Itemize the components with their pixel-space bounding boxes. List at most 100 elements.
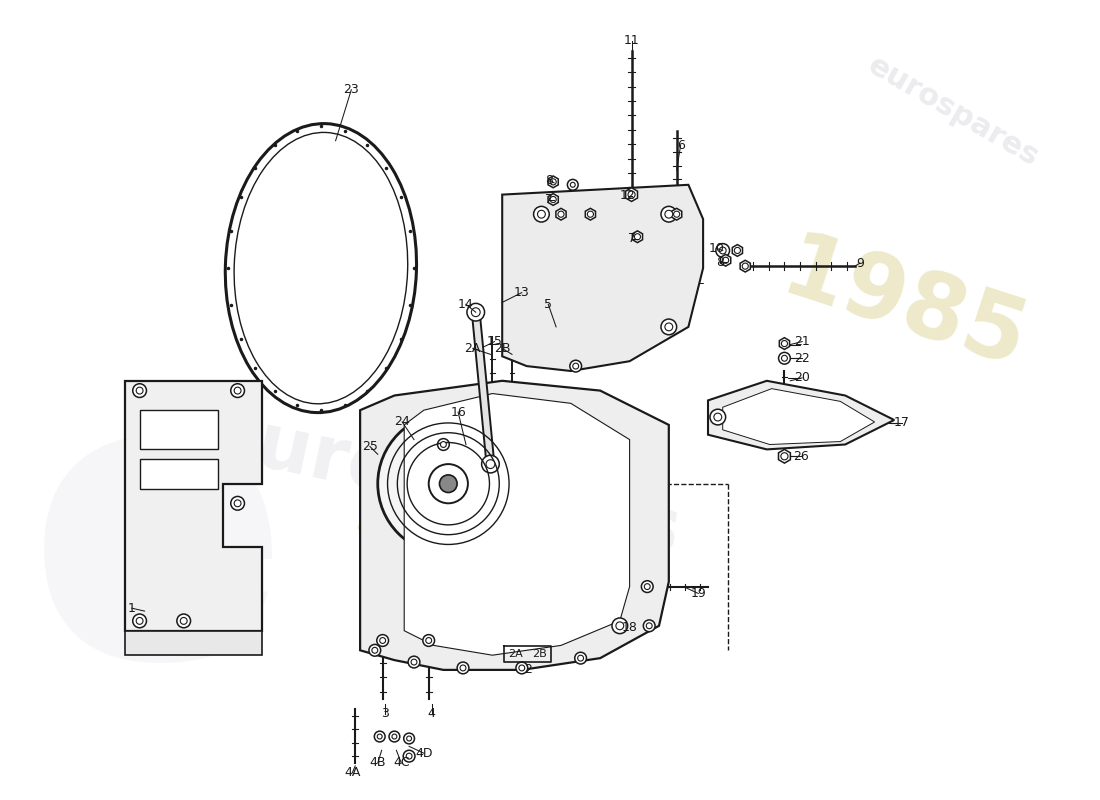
Circle shape xyxy=(570,360,582,372)
Text: 4D: 4D xyxy=(415,746,432,760)
Circle shape xyxy=(723,258,728,263)
Text: 22: 22 xyxy=(794,352,810,365)
Circle shape xyxy=(570,182,575,187)
Text: 25: 25 xyxy=(362,440,377,453)
Text: 4: 4 xyxy=(428,707,436,721)
Text: 4A: 4A xyxy=(344,766,361,779)
Circle shape xyxy=(587,211,594,218)
Circle shape xyxy=(781,453,788,460)
Circle shape xyxy=(710,410,726,425)
Polygon shape xyxy=(626,188,638,202)
Text: e: e xyxy=(26,341,292,744)
Circle shape xyxy=(466,303,485,321)
Circle shape xyxy=(628,191,635,198)
Circle shape xyxy=(647,623,652,629)
FancyBboxPatch shape xyxy=(140,459,218,489)
Text: 17: 17 xyxy=(894,417,910,430)
Circle shape xyxy=(231,384,244,398)
Circle shape xyxy=(440,442,447,447)
Text: 2: 2 xyxy=(524,663,531,676)
Circle shape xyxy=(673,211,680,218)
Circle shape xyxy=(234,500,241,506)
Circle shape xyxy=(133,384,146,398)
Polygon shape xyxy=(360,381,669,670)
Circle shape xyxy=(411,659,417,665)
Circle shape xyxy=(781,355,788,362)
Text: 9: 9 xyxy=(856,257,864,270)
Circle shape xyxy=(644,620,656,632)
Polygon shape xyxy=(548,176,559,188)
Circle shape xyxy=(234,387,241,394)
Circle shape xyxy=(735,247,740,254)
Polygon shape xyxy=(723,389,874,445)
Circle shape xyxy=(482,455,499,473)
Text: 21: 21 xyxy=(794,335,810,348)
Circle shape xyxy=(616,622,624,630)
Circle shape xyxy=(368,645,381,656)
Circle shape xyxy=(429,464,468,503)
Text: 26: 26 xyxy=(793,450,808,462)
Circle shape xyxy=(550,179,557,185)
Text: eurospares: eurospares xyxy=(199,398,688,570)
Text: 14: 14 xyxy=(458,298,474,311)
Polygon shape xyxy=(780,338,790,350)
Circle shape xyxy=(574,652,586,664)
Circle shape xyxy=(664,323,673,331)
Circle shape xyxy=(779,352,790,364)
Text: 2B: 2B xyxy=(494,342,510,355)
Text: 3: 3 xyxy=(381,707,388,721)
Polygon shape xyxy=(503,185,703,371)
Text: 15: 15 xyxy=(486,335,503,348)
Circle shape xyxy=(661,206,676,222)
Polygon shape xyxy=(125,381,262,630)
Circle shape xyxy=(377,634,388,646)
Circle shape xyxy=(664,210,673,218)
Circle shape xyxy=(661,319,676,334)
Text: 8: 8 xyxy=(546,174,553,187)
Circle shape xyxy=(372,647,377,654)
Text: 4B: 4B xyxy=(370,757,386,770)
Circle shape xyxy=(719,247,726,254)
Circle shape xyxy=(136,618,143,624)
Text: 1985: 1985 xyxy=(771,226,1037,388)
Circle shape xyxy=(471,308,481,317)
Circle shape xyxy=(374,731,385,742)
Circle shape xyxy=(635,234,640,240)
Circle shape xyxy=(558,211,564,218)
Circle shape xyxy=(180,618,187,624)
Circle shape xyxy=(519,665,525,671)
Text: 10: 10 xyxy=(708,242,725,255)
Circle shape xyxy=(458,662,469,674)
Polygon shape xyxy=(548,194,559,206)
Circle shape xyxy=(534,206,549,222)
FancyBboxPatch shape xyxy=(140,410,218,450)
Circle shape xyxy=(781,341,788,346)
Text: 23: 23 xyxy=(343,83,360,96)
Circle shape xyxy=(377,413,519,554)
Circle shape xyxy=(392,734,397,739)
Circle shape xyxy=(568,179,579,190)
Polygon shape xyxy=(733,245,742,256)
Text: 4C: 4C xyxy=(393,757,409,770)
Text: 16: 16 xyxy=(450,406,466,418)
Circle shape xyxy=(460,665,466,671)
Circle shape xyxy=(379,638,386,643)
Text: 13: 13 xyxy=(514,286,530,299)
Polygon shape xyxy=(125,630,262,655)
Text: 12: 12 xyxy=(619,189,636,202)
Polygon shape xyxy=(779,450,791,463)
Circle shape xyxy=(538,210,546,218)
Polygon shape xyxy=(632,231,642,242)
Text: a passion for cars: a passion for cars xyxy=(354,506,650,599)
Circle shape xyxy=(440,475,458,493)
Text: 5: 5 xyxy=(544,298,552,311)
Circle shape xyxy=(516,662,528,674)
Text: 2B: 2B xyxy=(532,650,547,659)
Circle shape xyxy=(177,614,190,628)
Polygon shape xyxy=(556,208,566,220)
Circle shape xyxy=(426,638,431,643)
Circle shape xyxy=(408,656,420,668)
Circle shape xyxy=(714,413,722,421)
Circle shape xyxy=(578,655,583,661)
Circle shape xyxy=(422,634,435,646)
